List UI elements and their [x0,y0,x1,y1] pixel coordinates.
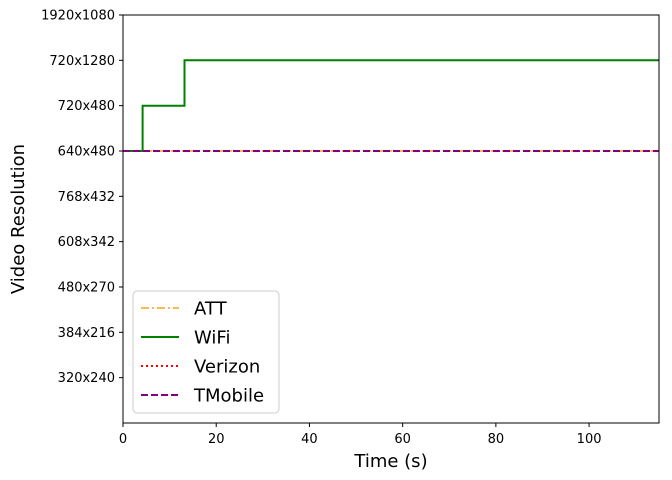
x-tick-label: 80 [488,432,505,447]
legend-label-tmobile: TMobile [193,386,264,407]
x-tick-label: 100 [577,432,602,447]
y-axis-ticks: 320x240 384x216 480x270 608x342 768x432 640x4… [41,9,123,386]
y-tick-label: 480x270 [58,281,115,296]
x-tick-label: 0 [119,432,127,447]
legend-label-att: ATT [194,299,228,320]
x-axis-label: Time (s) [353,451,427,472]
x-tick-label: 20 [208,432,225,447]
plot-frame [122,14,660,424]
y-tick-label: 320x240 [58,371,115,386]
y-tick-label: 1920x1080 [41,9,115,24]
y-tick-label: 720x480 [58,99,115,114]
y-axis-label: Video Resolution [8,144,29,294]
legend: ATT WiFi Verizon TMobile [132,290,280,414]
y-tick-label: 768x432 [58,190,115,205]
x-axis-ticks: 0 20 40 60 80 100 [119,423,602,447]
y-tick-label: 608x342 [58,235,115,250]
legend-label-wifi: WiFi [194,328,230,349]
y-tick-label: 384x216 [58,326,115,341]
x-tick-label: 40 [301,432,318,447]
series-layer [123,59,659,152]
x-tick-label: 60 [394,432,411,447]
y-tick-label: 640x480 [58,145,115,160]
legend-frame [132,290,280,414]
legend-label-verizon: Verizon [194,357,260,378]
y-tick-label: 720x1280 [49,54,115,69]
